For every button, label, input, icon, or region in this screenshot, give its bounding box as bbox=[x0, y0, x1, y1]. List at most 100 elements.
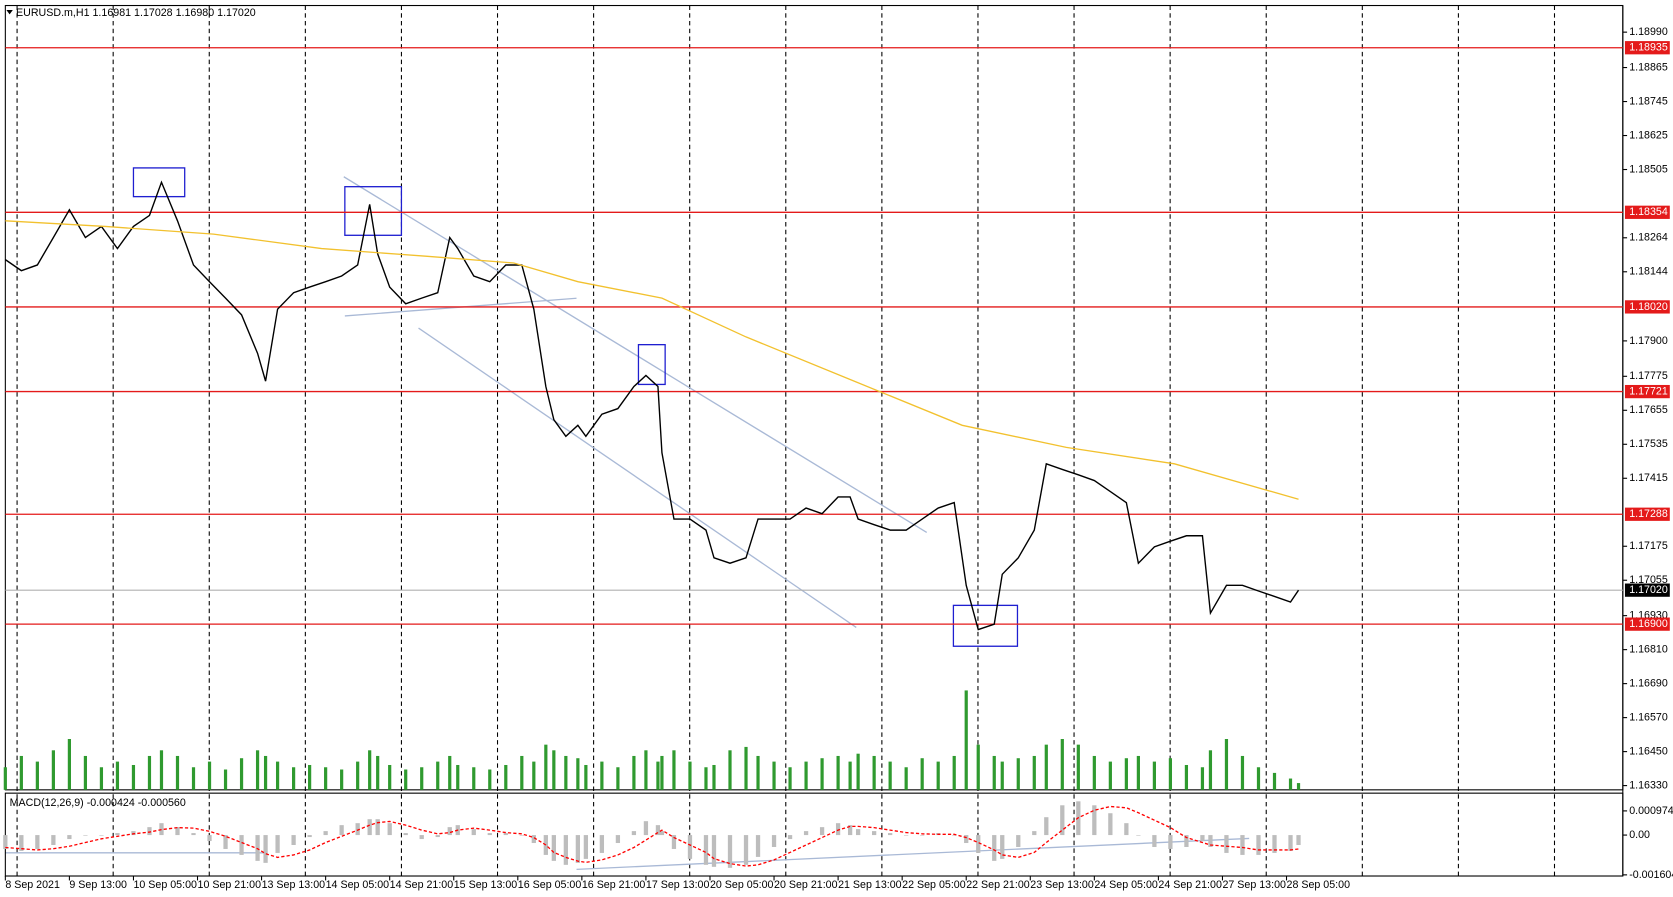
histogram-bar bbox=[275, 835, 280, 853]
histogram-bar bbox=[952, 835, 957, 836]
histogram-bar bbox=[803, 831, 809, 836]
y-tick-label: 1.17055 bbox=[1629, 574, 1668, 586]
volume-bar bbox=[456, 764, 460, 790]
volume-bar bbox=[420, 767, 424, 790]
level-label: 1.17721 bbox=[1629, 385, 1668, 397]
volume-bar bbox=[688, 761, 692, 790]
histogram-bar bbox=[323, 831, 328, 836]
volume-bar bbox=[1168, 758, 1173, 790]
volume-bar bbox=[616, 767, 620, 790]
level-label: 1.16900 bbox=[1629, 618, 1668, 630]
trend-line bbox=[343, 176, 928, 534]
x-tick-label: 17 Sep 13:00 bbox=[646, 879, 710, 891]
histogram-bar bbox=[403, 833, 408, 836]
histogram-bar bbox=[35, 835, 40, 849]
signal-line bbox=[5, 805, 1299, 867]
volume-bar bbox=[804, 761, 808, 790]
histogram-bar bbox=[503, 833, 508, 836]
x-tick-label: 21 Sep 13:00 bbox=[838, 879, 902, 891]
volume-bar bbox=[147, 755, 152, 790]
y-tick-label: 1.17900 bbox=[1629, 335, 1668, 347]
histogram-bar bbox=[519, 835, 524, 836]
histogram-bar bbox=[175, 827, 180, 836]
x-tick-label: 27 Sep 13:00 bbox=[1222, 879, 1286, 891]
volume-bar bbox=[1044, 744, 1048, 790]
level-label-box bbox=[1624, 300, 1670, 314]
histogram-bar bbox=[643, 821, 649, 836]
level-label-box bbox=[1624, 205, 1670, 219]
volume-bar bbox=[1092, 755, 1096, 790]
histogram-bar bbox=[659, 831, 665, 836]
volume-bar bbox=[600, 761, 604, 790]
histogram-bar bbox=[615, 835, 621, 844]
volume-bar bbox=[340, 769, 344, 790]
volume-bar bbox=[436, 761, 440, 790]
histogram-bar bbox=[1272, 835, 1277, 853]
x-tick-label: 14 Sep 21:00 bbox=[390, 879, 454, 891]
volume-bar bbox=[836, 755, 840, 790]
histogram-bar bbox=[99, 835, 104, 836]
histogram-bar bbox=[575, 835, 580, 863]
histogram-bar bbox=[1136, 835, 1141, 836]
price-line bbox=[5, 220, 1299, 500]
y-tick-label: 1.17535 bbox=[1629, 438, 1668, 450]
volume-bar bbox=[856, 753, 860, 790]
histogram-bar bbox=[3, 835, 8, 849]
y-tick-label: 1.18990 bbox=[1629, 26, 1668, 38]
volume-bar bbox=[744, 746, 748, 790]
volume-bar bbox=[35, 761, 39, 790]
volume-bar bbox=[1272, 772, 1277, 790]
x-tick-label: 10 Sep 05:00 bbox=[133, 879, 197, 891]
histogram-bar bbox=[131, 831, 136, 836]
histogram-bar bbox=[255, 835, 260, 861]
volume-bar bbox=[1152, 761, 1156, 790]
x-tick-label: 22 Sep 21:00 bbox=[966, 879, 1030, 891]
histogram-bar bbox=[551, 835, 556, 861]
volume-bar bbox=[1208, 750, 1213, 790]
volume-bar bbox=[1288, 778, 1293, 790]
histogram-bar bbox=[263, 835, 268, 863]
volume-bar bbox=[872, 755, 876, 790]
volume-bar bbox=[308, 764, 312, 790]
histogram-bar bbox=[447, 827, 452, 836]
volume-bar bbox=[1032, 755, 1036, 790]
volume-bar bbox=[1124, 758, 1128, 790]
highlight-box bbox=[132, 167, 186, 198]
histogram-bar bbox=[992, 835, 997, 861]
dropdown-icon[interactable] bbox=[6, 9, 13, 15]
histogram-bar bbox=[755, 835, 761, 857]
x-tick-label: 16 Sep 05:00 bbox=[518, 879, 582, 891]
histogram-bar bbox=[207, 835, 212, 842]
histogram-bar bbox=[1240, 835, 1245, 855]
volume-bar bbox=[1224, 739, 1229, 790]
volume-bar bbox=[1184, 764, 1189, 790]
volume-bar bbox=[376, 755, 380, 790]
histogram-bar bbox=[888, 833, 893, 836]
volume-bar bbox=[820, 758, 824, 790]
histogram-bar bbox=[1016, 835, 1021, 847]
histogram-bar bbox=[835, 823, 841, 836]
histogram-bar bbox=[1108, 813, 1113, 836]
histogram-bar bbox=[976, 835, 981, 853]
volume-bar bbox=[964, 690, 968, 790]
volume-bar bbox=[672, 750, 676, 790]
volume-bar bbox=[51, 750, 55, 790]
trend-line bbox=[418, 327, 857, 629]
volume-bar bbox=[239, 758, 244, 790]
volume-bar bbox=[263, 755, 268, 790]
volume-bar bbox=[1076, 744, 1080, 790]
y-tick-label: 1.17655 bbox=[1629, 404, 1668, 416]
vertical-grid bbox=[16, 5, 1556, 877]
x-tick-label: 10 Sep 21:00 bbox=[198, 879, 262, 891]
volume-bar bbox=[1296, 783, 1301, 790]
histogram-bar bbox=[687, 835, 693, 859]
highlight-box bbox=[344, 186, 403, 236]
volume-bar bbox=[976, 744, 980, 790]
x-tick-label: 20 Sep 05:00 bbox=[710, 879, 774, 891]
volume-bar bbox=[115, 761, 120, 790]
histogram-bar bbox=[147, 827, 152, 836]
volume-bar bbox=[207, 761, 212, 790]
histogram-bar bbox=[67, 835, 72, 840]
histogram-bar bbox=[599, 835, 605, 853]
